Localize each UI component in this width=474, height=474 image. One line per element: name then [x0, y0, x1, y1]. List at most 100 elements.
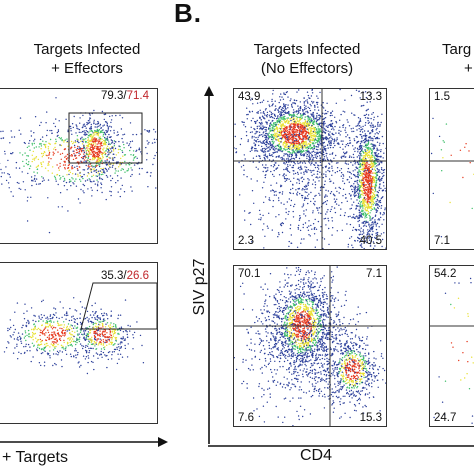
event-dot — [234, 147, 235, 149]
event-dot — [62, 334, 64, 336]
event-dot — [384, 209, 386, 211]
event-dot — [68, 178, 71, 181]
event-dot — [58, 324, 61, 326]
event-dot — [75, 157, 77, 160]
event-dot — [40, 340, 43, 342]
event-dot — [251, 110, 254, 113]
event-dot — [287, 165, 289, 168]
event-dot — [87, 343, 90, 345]
event-dot — [116, 346, 118, 349]
event-dot — [59, 178, 61, 180]
event-dot — [311, 146, 314, 149]
event-dot — [377, 194, 379, 197]
event-dot — [27, 164, 29, 166]
event-dot — [53, 307, 55, 309]
event-dot — [66, 325, 69, 328]
event-dot — [38, 347, 41, 350]
event-dot — [98, 143, 100, 145]
event-dot — [385, 247, 386, 249]
event-dot — [79, 343, 82, 345]
event-dot — [126, 336, 129, 339]
event-dot — [300, 114, 302, 116]
event-dot — [133, 164, 136, 166]
event-dot — [312, 150, 314, 152]
event-dot — [293, 128, 296, 131]
event-dot — [368, 206, 370, 209]
event-dot — [79, 317, 81, 319]
event-dot — [119, 148, 121, 151]
event-dot — [70, 343, 73, 346]
event-dot — [77, 175, 79, 177]
event-dot — [317, 136, 319, 138]
event-dot — [112, 333, 115, 335]
event-dot — [283, 155, 285, 157]
event-dot — [300, 123, 303, 125]
event-dot — [86, 310, 89, 313]
event-dot — [302, 122, 304, 124]
event-dot — [313, 104, 316, 107]
event-dot — [279, 116, 281, 118]
event-dot — [64, 332, 67, 334]
event-dot — [378, 226, 380, 228]
event-dot — [69, 307, 71, 310]
event-dot — [374, 222, 377, 224]
event-dot — [380, 205, 383, 207]
event-dot — [366, 234, 368, 236]
event-dot — [271, 105, 273, 107]
event-dot — [354, 187, 356, 189]
event-dot — [91, 159, 93, 161]
event-dot — [76, 135, 79, 137]
event-dot — [369, 230, 371, 232]
event-dot — [87, 321, 90, 323]
event-dot — [250, 126, 252, 128]
event-dot — [111, 358, 113, 360]
event-dot — [13, 331, 15, 333]
event-dot — [246, 114, 248, 116]
event-dot — [380, 149, 382, 151]
event-dot — [117, 333, 119, 335]
event-dot — [45, 144, 47, 146]
event-dot — [110, 337, 112, 339]
event-dot — [331, 122, 334, 125]
event-dot — [92, 138, 94, 140]
event-dot — [326, 157, 328, 159]
event-dot — [308, 121, 311, 123]
event-dot — [302, 132, 304, 134]
event-dot — [373, 168, 376, 170]
event-dot — [362, 181, 364, 184]
event-dot — [312, 123, 315, 125]
event-dot — [75, 124, 77, 126]
event-dot — [376, 149, 378, 151]
event-dot — [294, 118, 296, 120]
event-dot — [91, 316, 93, 319]
event-dot — [75, 350, 77, 352]
event-dot — [299, 229, 302, 232]
event-dot — [95, 138, 98, 140]
event-dot — [358, 196, 360, 198]
event-dot — [319, 122, 321, 125]
event-dot — [329, 134, 331, 136]
event-dot — [55, 345, 57, 348]
event-dot — [335, 122, 338, 124]
event-dot — [294, 103, 297, 105]
event-dot — [27, 196, 29, 198]
event-dot — [88, 178, 90, 180]
event-dot — [280, 123, 282, 126]
event-dot — [296, 246, 299, 248]
event-dot — [113, 323, 115, 325]
event-dot — [383, 213, 385, 215]
event-dot — [373, 195, 375, 197]
event-dot — [270, 122, 272, 124]
event-dot — [368, 121, 370, 123]
event-dot — [343, 151, 345, 153]
event-dot — [42, 161, 44, 163]
event-dot — [292, 141, 294, 143]
left-title-line2: + Effectors — [51, 60, 123, 77]
event-dot — [104, 354, 106, 356]
event-dot — [331, 165, 333, 167]
event-dot — [334, 144, 336, 147]
event-dot — [265, 170, 268, 172]
event-dot — [275, 147, 277, 150]
event-dot — [297, 120, 299, 122]
event-dot — [251, 131, 253, 133]
